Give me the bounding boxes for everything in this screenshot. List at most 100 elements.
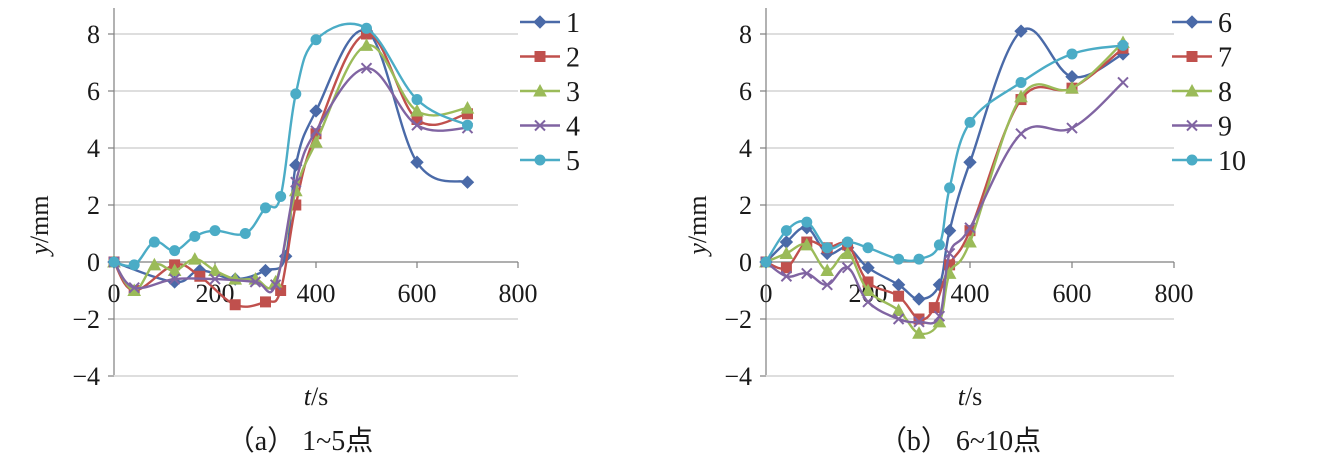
legend-label: 4 (566, 112, 580, 143)
data-point-5 (239, 228, 251, 239)
legend-marker (534, 154, 546, 166)
data-point-10 (780, 225, 792, 237)
y-tick-label: −4 (72, 362, 100, 391)
series-line-3 (112, 44, 468, 292)
data-point-5 (209, 225, 221, 237)
x-tick-label: 200 (196, 279, 235, 308)
legend-entry-9: 9 (1172, 112, 1232, 143)
legend-marker (1185, 15, 1199, 29)
legend-entry-7: 7 (1172, 43, 1232, 74)
data-point-9 (780, 270, 793, 282)
data-point-9 (933, 310, 946, 322)
data-point-10 (842, 236, 854, 248)
data-point-10 (933, 239, 945, 251)
data-point-5 (310, 34, 322, 46)
data-point-10 (1066, 48, 1078, 60)
data-point-9 (862, 296, 874, 308)
data-point-8 (891, 303, 906, 316)
data-point-8 (799, 237, 814, 251)
data-point-5 (361, 22, 372, 34)
legend-entry-1: 1 (520, 8, 580, 39)
data-point-10 (893, 253, 905, 265)
data-point-5 (108, 256, 120, 268)
data-point-4 (310, 125, 322, 137)
data-point-9 (892, 313, 905, 325)
legend-label: 2 (566, 43, 580, 74)
data-point-6 (1014, 24, 1028, 38)
data-point-6 (942, 223, 957, 238)
x-tick-label: 600 (1053, 279, 1092, 308)
data-point-4 (360, 62, 373, 74)
legend-entry-8: 8 (1172, 77, 1232, 108)
y-axis-label: y/mm (683, 195, 712, 257)
data-point-3 (167, 263, 182, 277)
series-line-2 (112, 32, 468, 308)
data-point-10 (760, 256, 772, 268)
data-point-9 (913, 316, 925, 328)
y-tick-label: 8 (87, 20, 100, 49)
data-point-10 (913, 253, 925, 265)
data-point-3 (359, 38, 374, 51)
legend-marker (1186, 119, 1198, 132)
data-point-9 (943, 247, 956, 260)
data-point-5 (462, 119, 473, 131)
data-point-2 (194, 270, 206, 282)
data-point-2 (229, 299, 241, 311)
data-point-6 (912, 292, 926, 306)
series-line-4 (112, 66, 468, 294)
legend-label: 7 (1218, 43, 1232, 74)
data-point-9 (1066, 122, 1078, 134)
series-line-1 (113, 29, 468, 284)
series-line-6 (765, 27, 1124, 301)
data-point-8 (861, 283, 875, 296)
series-2 (108, 28, 473, 311)
data-point-5 (411, 94, 423, 106)
legend-entry-10: 10 (1172, 146, 1246, 177)
legend-marker (534, 119, 546, 132)
y-axis-label: y/mm (25, 195, 54, 257)
data-point-5 (260, 202, 271, 214)
y-tick-label: 6 (739, 77, 752, 106)
data-point-6 (1065, 70, 1079, 84)
data-point-3 (187, 252, 202, 265)
data-point-9 (821, 279, 833, 291)
data-point-9 (1117, 76, 1129, 89)
data-point-5 (275, 190, 287, 202)
x-axis-label: t/s (304, 382, 329, 411)
data-point-1 (410, 155, 424, 169)
data-point-8 (779, 246, 794, 259)
data-point-5 (169, 245, 181, 257)
data-point-4 (128, 281, 140, 294)
y-tick-label: −4 (724, 362, 752, 391)
data-point-9 (801, 267, 813, 280)
y-tick-label: 8 (739, 20, 752, 49)
legend-label: 5 (566, 146, 580, 177)
data-point-6 (861, 260, 875, 275)
y-tick-label: −2 (72, 305, 100, 334)
panel-b: −4−2024680200400600800678910y/mmt/s（b） 6… (683, 8, 1246, 457)
x-tick-label: 600 (398, 279, 437, 308)
panel-caption: （b） 6~10点 (879, 425, 1041, 457)
data-point-6 (963, 155, 977, 169)
y-tick-label: 2 (87, 191, 100, 220)
legend-marker (533, 83, 547, 97)
legend-entry-4: 4 (520, 112, 580, 143)
data-point-7 (913, 313, 925, 325)
x-tick-label: 800 (499, 279, 538, 308)
data-point-4 (168, 273, 181, 285)
data-point-9 (1015, 128, 1027, 140)
data-point-8 (840, 246, 855, 259)
y-tick-label: 0 (739, 248, 752, 277)
data-point-5 (148, 236, 160, 248)
legend-marker (533, 15, 547, 29)
legend-entry-6: 6 (1172, 8, 1232, 39)
data-point-4 (269, 279, 282, 291)
data-point-4 (209, 273, 221, 285)
legend-marker (534, 51, 546, 62)
data-point-1 (258, 263, 273, 278)
data-point-3 (147, 257, 162, 271)
x-tick-label: 400 (951, 279, 990, 308)
data-point-10 (1015, 76, 1027, 88)
data-point-8 (1014, 89, 1028, 103)
data-point-10 (1117, 39, 1129, 51)
